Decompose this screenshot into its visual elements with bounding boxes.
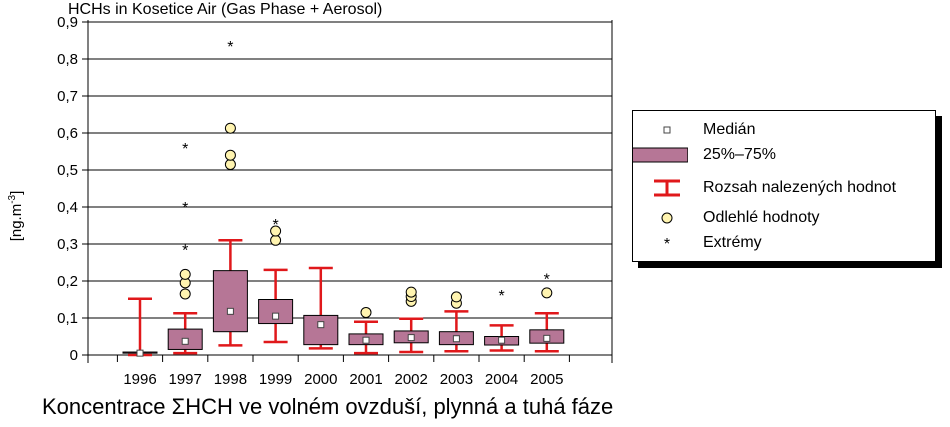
- extreme-point: *: [182, 243, 188, 260]
- x-tick-label: 2000: [304, 371, 337, 388]
- iqr-box: [212, 270, 248, 333]
- extreme-star-icon: *: [664, 236, 670, 253]
- x-tick-label: 1998: [214, 371, 247, 388]
- y-axis-label-base: [ng.m: [8, 204, 25, 242]
- x-tick-label: 1997: [169, 371, 202, 388]
- boxplot-2004: *: [484, 288, 520, 352]
- iqr-box: [303, 314, 339, 346]
- iqr-box-icon: [633, 147, 688, 163]
- extreme-point: *: [182, 141, 188, 158]
- legend-label-median: Medián: [703, 121, 756, 138]
- median-marker: [136, 349, 144, 357]
- boxplot-1996: [122, 297, 158, 357]
- y-tick-label: 0,5: [57, 162, 78, 179]
- y-tick-label: 0,8: [57, 51, 78, 68]
- median-marker: [362, 336, 370, 344]
- x-tick-label: 1996: [123, 371, 156, 388]
- outlier-point: [224, 149, 236, 161]
- iqr-box: [258, 299, 294, 325]
- caption-suffix: HCH ve volném ovzduší, plynná a tuhá fáz…: [185, 394, 614, 419]
- sigma-symbol: Σ: [171, 394, 186, 419]
- outlier-point: [179, 268, 191, 280]
- median-marker: [407, 334, 415, 342]
- y-tick-label: 0,7: [57, 88, 78, 105]
- x-tick-label: 2004: [485, 371, 518, 388]
- boxplot-2003: [438, 291, 474, 353]
- extreme-point: *: [498, 288, 504, 305]
- boxplots: * * * * * * *: [122, 39, 565, 357]
- y-axis-label: [ng.m-3]: [7, 191, 25, 242]
- y-tick-label: 0: [70, 347, 78, 364]
- outlier-point: [450, 291, 462, 303]
- extreme-point: *: [544, 272, 550, 289]
- median-marker: [317, 321, 325, 329]
- median-marker-icon: [663, 126, 671, 134]
- outlier-point: [270, 234, 282, 246]
- caption-prefix: Koncentrace: [42, 394, 172, 419]
- boxplot-1997: * * *: [167, 141, 203, 355]
- y-tick-label: 0,6: [57, 125, 78, 142]
- outlier-circle-icon: [661, 212, 673, 224]
- outlier-point: [541, 287, 553, 299]
- median-marker: [226, 307, 234, 315]
- gridlines: [88, 21, 612, 319]
- median-marker: [272, 312, 280, 320]
- x-tick-label: 2001: [349, 371, 382, 388]
- legend-label-iqr: 25%–75%: [703, 146, 776, 163]
- boxplot-1999: *: [258, 217, 294, 344]
- x-tick-label: 2003: [440, 371, 473, 388]
- median-marker: [543, 334, 551, 342]
- boxplot-1998: *: [212, 39, 248, 347]
- boxplot-2001: [348, 306, 384, 355]
- figure-caption: Koncentrace ΣHCH ve volném ovzduší, plyn…: [42, 394, 613, 420]
- x-tick-label: 1999: [259, 371, 292, 388]
- y-tick-label: 0,2: [57, 273, 78, 290]
- y-axis-label-end: ]: [8, 191, 25, 195]
- outlier-point: [360, 306, 372, 318]
- svg-text:*: *: [664, 236, 670, 253]
- range-whisker-icon: [654, 179, 680, 197]
- outlier-point: [405, 286, 417, 298]
- svg-text:[ng.m-3]: [ng.m-3]: [7, 191, 25, 242]
- legend: Medián 25%–75% Rozsah nalezených hodnot …: [632, 110, 936, 262]
- boxplot-2000: [303, 266, 339, 350]
- chart-title: HCHs in Kosetice Air (Gas Phase + Aeroso…: [68, 1, 382, 18]
- y-tick-label: 0,4: [57, 199, 78, 216]
- outlier-point: [224, 122, 236, 134]
- boxplot-2005: *: [529, 272, 565, 353]
- legend-label-range: Rozsah nalezených hodnot: [703, 179, 897, 196]
- extreme-point: *: [227, 39, 233, 56]
- outlier-point: [270, 225, 282, 237]
- median-marker: [181, 337, 189, 345]
- legend-label-outliers: Odlehlé hodnoty: [703, 209, 820, 226]
- y-axis-label-sup: -3: [7, 194, 18, 203]
- outlier-point: [224, 158, 236, 170]
- x-tick-label: 2005: [530, 371, 563, 388]
- extreme-point: *: [182, 200, 188, 217]
- median-marker: [498, 336, 506, 344]
- y-tick-label: 0,9: [57, 14, 78, 31]
- outlier-point: [179, 288, 191, 300]
- median-marker: [452, 335, 460, 343]
- y-tick-label: 0,3: [57, 236, 78, 253]
- axes: 0 0,1 0,2 0,3 0,4 0,5 0,6 0,7 0,8 0,9 1996 1997 1998…: [57, 14, 613, 388]
- extreme-point: *: [272, 217, 278, 234]
- legend-label-extremes: Extrémy: [703, 234, 762, 251]
- boxplot-2002: [393, 286, 429, 354]
- y-tick-label: 0,1: [57, 310, 78, 327]
- x-tick-label: 2002: [395, 371, 428, 388]
